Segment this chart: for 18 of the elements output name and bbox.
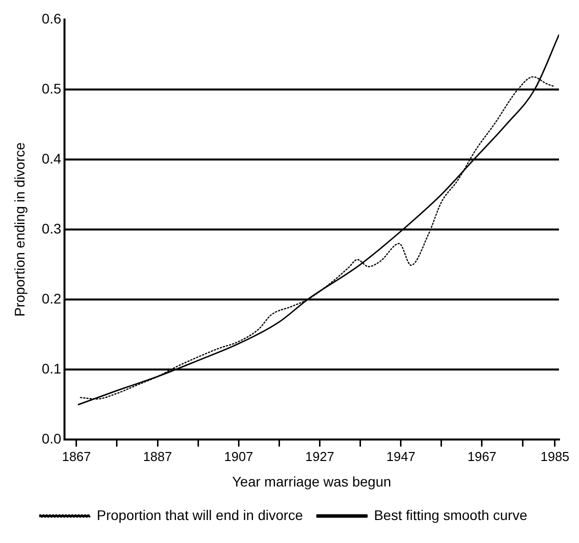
- y-tick-label: 0.4: [42, 150, 62, 166]
- x-tick-label: 1967: [467, 448, 496, 464]
- x-axis-title: Year marriage was begun: [232, 473, 392, 490]
- y-tick-label: 0.6: [42, 10, 62, 26]
- x-tick-label: 1887: [143, 448, 172, 464]
- x-tick-label: 1947: [386, 448, 416, 464]
- legend-label: Proportion that will end in divorce: [96, 506, 304, 523]
- legend-label: Best fitting smooth curve: [374, 506, 528, 523]
- x-tick-label: 1985: [540, 448, 570, 464]
- x-tick-label: 1927: [305, 448, 334, 464]
- y-axis-title: Proportion ending in divorce: [11, 142, 28, 317]
- y-tick-label: 0.0: [42, 430, 62, 446]
- x-tick-label: 1907: [224, 448, 254, 464]
- y-tick-label: 0.3: [42, 220, 62, 236]
- x-tick-label: 1867: [62, 448, 91, 464]
- y-tick-label: 0.2: [42, 290, 62, 306]
- y-tick-label: 0.5: [42, 80, 62, 96]
- y-tick-label: 0.1: [42, 360, 62, 376]
